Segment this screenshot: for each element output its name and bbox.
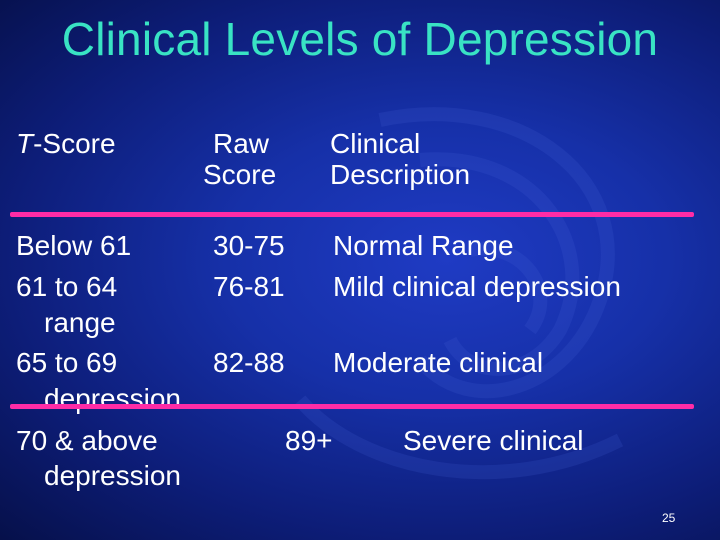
header-clinical-line2: Description xyxy=(330,159,471,190)
header-divider xyxy=(10,212,694,217)
row-3-description: Moderate clinical xyxy=(333,347,544,378)
row-2-tscore: 61 to 64 xyxy=(16,271,118,302)
row-3-tscore: 65 to 69 xyxy=(16,347,118,378)
header-tscore-italic-t: T xyxy=(16,128,34,159)
header-raw-line1: Raw xyxy=(213,128,270,159)
row-4-raw: 89+ xyxy=(285,425,333,456)
row-3-raw: 82-88 xyxy=(213,347,285,378)
header-tscore-rest: -Score xyxy=(33,128,116,159)
row-4-wrap: depression xyxy=(44,460,181,491)
header-raw-line2: Score xyxy=(203,159,277,190)
row-3-wrap: depression xyxy=(44,383,181,414)
header-tscore: T-Score xyxy=(16,128,116,160)
row-4-tscore: 70 & above xyxy=(16,425,158,456)
slide-title: Clinical Levels of Depression xyxy=(61,13,659,65)
row-1-description: Normal Range xyxy=(333,230,514,261)
row-2-raw: 76-81 xyxy=(213,271,285,302)
row-divider xyxy=(10,404,694,409)
row-2-description: Mild clinical depression xyxy=(333,271,621,302)
row-1-tscore: Below 61 xyxy=(16,230,132,261)
row-1-raw: 30-75 xyxy=(213,230,285,261)
page-number: 25 xyxy=(662,511,676,525)
row-4-description: Severe clinical xyxy=(403,425,584,456)
header-clinical-line1: Clinical xyxy=(330,128,421,159)
row-2-wrap: range xyxy=(44,307,116,338)
